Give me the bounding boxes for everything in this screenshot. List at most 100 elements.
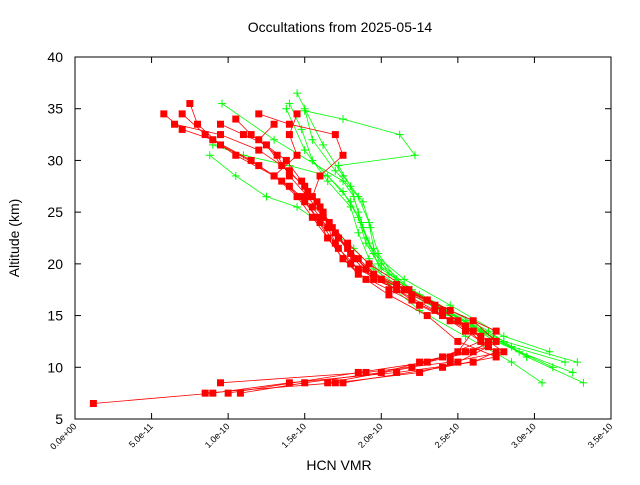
data-point-square	[446, 358, 454, 366]
series-line	[212, 144, 550, 353]
data-point-plus	[218, 99, 227, 108]
data-point-square	[477, 337, 485, 345]
y-axis-label: Altitude (km)	[6, 199, 22, 278]
data-point-square	[262, 141, 270, 149]
data-point-square	[439, 312, 447, 320]
x-tick-label: 2.0e-10	[356, 421, 385, 450]
data-point-plus	[205, 151, 214, 160]
data-point-square	[285, 182, 293, 190]
data-point-square	[331, 229, 339, 237]
data-point-square	[439, 363, 447, 371]
data-point-square	[324, 379, 332, 387]
data-point-plus	[400, 275, 409, 284]
data-point-plus	[334, 161, 343, 170]
data-point-square	[282, 156, 290, 164]
data-point-square	[370, 270, 378, 278]
data-point-square	[304, 193, 312, 201]
data-point-plus	[282, 104, 291, 113]
data-point-plus	[366, 223, 375, 232]
data-point-square	[377, 275, 385, 283]
data-point-square	[201, 131, 209, 139]
data-point-square	[239, 131, 247, 139]
data-point-square	[393, 281, 401, 289]
data-point-square	[462, 348, 470, 356]
data-point-plus	[561, 358, 570, 367]
data-point-square	[454, 348, 462, 356]
y-tick-label: 10	[47, 359, 63, 375]
data-point-square	[354, 368, 362, 376]
data-point-square	[313, 213, 321, 221]
data-point-square	[298, 177, 306, 185]
data-point-plus	[346, 182, 355, 191]
data-point-square	[423, 312, 431, 320]
data-point-square	[492, 353, 500, 361]
data-point-square	[339, 151, 347, 159]
data-point-square	[484, 343, 492, 351]
data-point-square	[500, 348, 508, 356]
data-point-square	[270, 172, 278, 180]
data-point-square	[186, 100, 194, 108]
data-point-square	[194, 120, 202, 128]
data-point-square	[347, 250, 355, 258]
data-point-plus	[499, 332, 508, 341]
data-point-square	[362, 368, 370, 376]
x-tick-label: 1.5e-10	[279, 421, 308, 450]
y-tick-label: 25	[47, 204, 63, 220]
y-tick-label: 30	[47, 152, 63, 168]
plot-area	[89, 89, 588, 407]
data-point-square	[354, 270, 362, 278]
data-point-plus	[484, 327, 493, 336]
plot-border	[74, 56, 612, 420]
data-point-plus	[331, 166, 340, 175]
data-point-square	[416, 368, 424, 376]
data-point-plus	[300, 106, 309, 115]
data-point-square	[492, 337, 500, 345]
data-point-square	[492, 348, 500, 356]
data-point-square	[270, 120, 278, 128]
x-tick-label: 2.5e-10	[433, 421, 462, 450]
data-point-square	[216, 131, 224, 139]
data-point-square	[362, 265, 370, 273]
data-point-square	[334, 244, 342, 252]
data-point-square	[316, 172, 324, 180]
data-point-square	[331, 131, 339, 139]
data-point-square	[393, 368, 401, 376]
data-point-square	[439, 306, 447, 314]
data-point-plus	[339, 187, 347, 196]
data-point-square	[308, 213, 316, 221]
data-point-square	[178, 110, 186, 118]
data-point-square	[492, 327, 500, 335]
x-tick-label: 3.0e-10	[509, 421, 538, 450]
data-point-square	[339, 379, 347, 387]
data-point-square	[462, 327, 470, 335]
y-tick-label: 40	[47, 49, 63, 65]
data-point-square	[385, 286, 393, 294]
data-point-plus	[300, 146, 309, 155]
data-point-plus	[507, 342, 516, 351]
data-point-square	[278, 162, 286, 170]
data-point-square	[308, 203, 316, 211]
data-point-plus	[319, 140, 328, 149]
data-point-plus	[573, 358, 582, 367]
data-point-plus	[262, 192, 271, 201]
data-point-square	[454, 358, 462, 366]
data-point-square	[416, 358, 424, 366]
data-point-square	[454, 337, 462, 345]
chart-title: Occultations from 2025-05-14	[248, 19, 433, 35]
series-line	[221, 103, 553, 368]
data-point-square	[232, 151, 240, 159]
data-point-square	[324, 234, 332, 242]
data-point-plus	[369, 249, 378, 258]
data-point-plus	[285, 99, 294, 108]
series-line	[258, 113, 474, 384]
data-point-square	[293, 193, 301, 201]
data-point-square	[160, 110, 168, 118]
data-point-square	[354, 265, 362, 273]
data-point-plus	[270, 135, 279, 144]
data-point-square	[405, 286, 413, 294]
data-point-square	[354, 255, 362, 263]
data-point-square	[285, 120, 293, 128]
data-point-square	[255, 146, 263, 154]
data-point-square	[365, 260, 373, 268]
